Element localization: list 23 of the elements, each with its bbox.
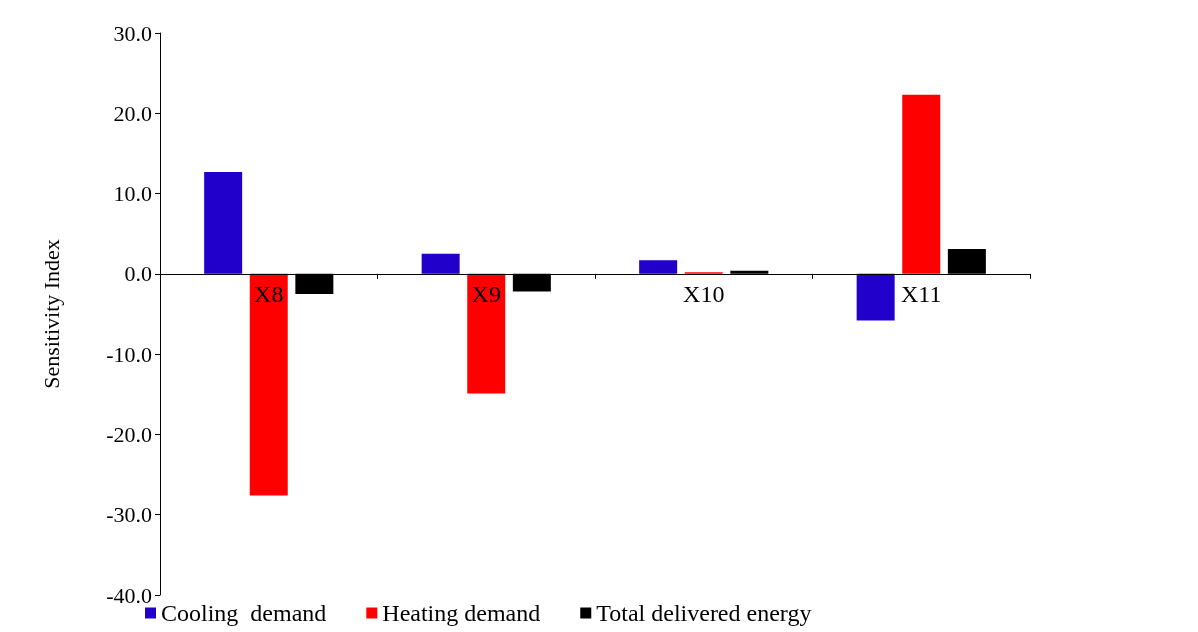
bar — [249, 273, 288, 496]
bar — [204, 171, 243, 274]
y-tick-label: -20.0 — [106, 421, 152, 447]
x-tick-label: X8 — [254, 280, 284, 307]
bar — [421, 253, 460, 274]
y-tick-label: 30.0 — [113, 20, 152, 46]
x-tick-label: X11 — [901, 280, 942, 307]
legend-label: Cooling demand — [161, 600, 327, 626]
y-tick-label: -40.0 — [106, 582, 152, 608]
bar — [856, 273, 895, 321]
y-tick-label: 10.0 — [113, 181, 152, 207]
x-tick-label: X9 — [471, 280, 501, 307]
legend-label: Total delivered energy — [596, 600, 812, 626]
legend-label: Heating demand — [382, 600, 541, 626]
bar — [639, 260, 678, 274]
y-tick-label: -30.0 — [106, 502, 152, 528]
x-tick-label: X10 — [683, 280, 725, 307]
y-tick-label: 0.0 — [124, 261, 152, 287]
y-tick-label: -10.0 — [106, 341, 152, 367]
y-axis-title: Sensitivity Index — [38, 239, 64, 389]
y-tick-label: 20.0 — [113, 100, 152, 126]
bar — [467, 273, 506, 394]
bar — [902, 94, 941, 274]
